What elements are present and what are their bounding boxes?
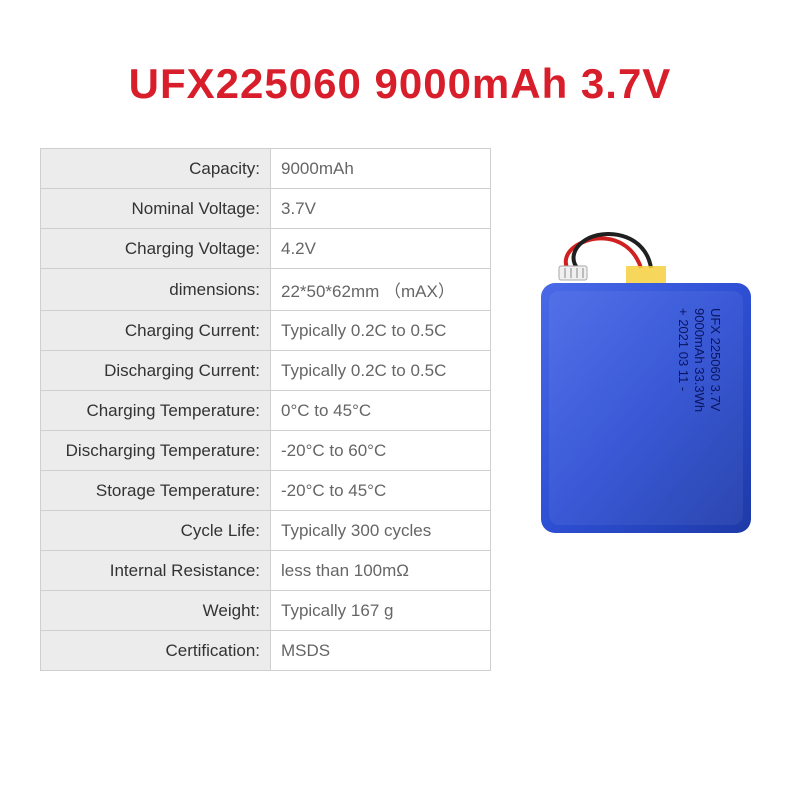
battery-image-wrap: UFX 225060 3.7V 9000mAh 33.3Wh + 2021 03…	[511, 148, 771, 548]
table-row: Charging Voltage:4.2V	[41, 229, 491, 269]
spec-label: Capacity:	[41, 149, 271, 189]
spec-label: Certification:	[41, 631, 271, 671]
spec-value: Typically 0.2C to 0.5C	[271, 311, 491, 351]
spec-label: dimensions:	[41, 269, 271, 311]
spec-label: Cycle Life:	[41, 511, 271, 551]
spec-value: 22*50*62mm （mAX）	[271, 269, 491, 311]
spec-label: Charging Current:	[41, 311, 271, 351]
table-row: Capacity:9000mAh	[41, 149, 491, 189]
battery-illustration: UFX 225060 3.7V 9000mAh 33.3Wh + 2021 03…	[511, 228, 771, 548]
spec-value: MSDS	[271, 631, 491, 671]
table-row: Discharging Temperature:-20°C to 60°C	[41, 431, 491, 471]
spec-value: -20°C to 60°C	[271, 431, 491, 471]
product-title: UFX225060 9000mAh 3.7V	[40, 60, 760, 108]
spec-label: Nominal Voltage:	[41, 189, 271, 229]
svg-text:+ 2021 03 11 -: + 2021 03 11 -	[676, 308, 691, 391]
spec-label: Discharging Temperature:	[41, 431, 271, 471]
table-row: dimensions:22*50*62mm （mAX）	[41, 269, 491, 311]
spec-value: less than 100mΩ	[271, 551, 491, 591]
spec-value: Typically 300 cycles	[271, 511, 491, 551]
svg-text:UFX 225060 3.7V: UFX 225060 3.7V	[708, 308, 723, 412]
table-row: Nominal Voltage:3.7V	[41, 189, 491, 229]
spec-label: Weight:	[41, 591, 271, 631]
spec-value: Typically 0.2C to 0.5C	[271, 351, 491, 391]
spec-value: 4.2V	[271, 229, 491, 269]
table-row: Weight:Typically 167 g	[41, 591, 491, 631]
spec-value: 0°C to 45°C	[271, 391, 491, 431]
table-row: Internal Resistance:less than 100mΩ	[41, 551, 491, 591]
spec-label: Charging Voltage:	[41, 229, 271, 269]
table-row: Charging Temperature:0°C to 45°C	[41, 391, 491, 431]
table-row: Charging Current:Typically 0.2C to 0.5C	[41, 311, 491, 351]
svg-text:9000mAh 33.3Wh: 9000mAh 33.3Wh	[692, 308, 707, 412]
table-row: Certification:MSDS	[41, 631, 491, 671]
table-row: Cycle Life:Typically 300 cycles	[41, 511, 491, 551]
spec-value: Typically 167 g	[271, 591, 491, 631]
spec-table: Capacity:9000mAhNominal Voltage:3.7VChar…	[40, 148, 491, 671]
content-row: Capacity:9000mAhNominal Voltage:3.7VChar…	[40, 148, 760, 671]
table-row: Discharging Current:Typically 0.2C to 0.…	[41, 351, 491, 391]
spec-value: 3.7V	[271, 189, 491, 229]
spec-label: Discharging Current:	[41, 351, 271, 391]
spec-label: Internal Resistance:	[41, 551, 271, 591]
spec-value: -20°C to 45°C	[271, 471, 491, 511]
spec-label: Charging Temperature:	[41, 391, 271, 431]
spec-value: 9000mAh	[271, 149, 491, 189]
table-row: Storage Temperature:-20°C to 45°C	[41, 471, 491, 511]
spec-label: Storage Temperature:	[41, 471, 271, 511]
